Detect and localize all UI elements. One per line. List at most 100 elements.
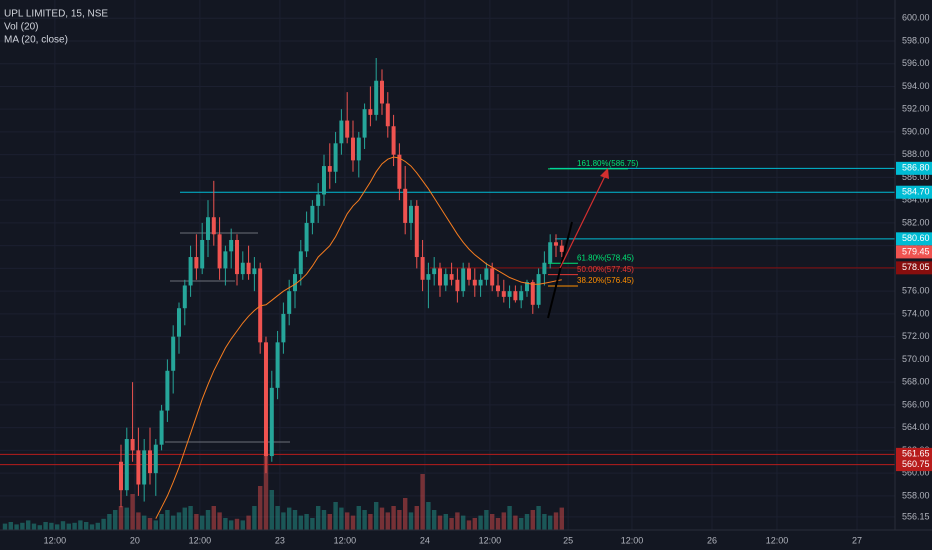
y-tick-label: 556.15	[902, 511, 930, 521]
volume-bar	[182, 507, 187, 530]
volume-bar	[165, 510, 170, 530]
volume-bar	[466, 520, 472, 530]
candle-body	[316, 194, 321, 206]
candle-body	[263, 342, 268, 457]
candle-body	[542, 262, 547, 275]
volume-bar	[524, 514, 530, 530]
x-tick-label: 24	[420, 535, 430, 545]
y-tick-label: 558.00	[902, 490, 930, 500]
x-tick-label: 25	[563, 535, 573, 545]
candle-body	[217, 234, 222, 269]
volume-bar	[478, 515, 483, 530]
volume-bar	[153, 520, 158, 530]
volume-bar	[437, 515, 443, 530]
volume-bar	[141, 515, 147, 530]
arrow-line	[559, 173, 607, 269]
volume-bar	[14, 524, 19, 530]
moving-average	[155, 156, 562, 519]
volume-bar	[246, 515, 251, 530]
volume-bar	[188, 506, 193, 530]
candle-body	[182, 285, 187, 309]
volume-bar	[408, 512, 414, 530]
volume-bar	[449, 518, 454, 530]
volume-bar	[72, 522, 77, 530]
volume-bar	[263, 454, 269, 530]
volume-bar	[507, 506, 512, 530]
volume-bar	[199, 515, 205, 530]
candle-body	[530, 282, 535, 305]
volume-bar	[547, 515, 553, 530]
candle-body	[524, 282, 529, 292]
volume-bar	[252, 506, 257, 530]
volume-bar	[217, 512, 222, 530]
volume-bar	[269, 490, 274, 530]
candle-body	[379, 80, 384, 104]
candle-body	[443, 274, 448, 286]
candle-body	[420, 257, 425, 280]
candle-body	[211, 217, 216, 235]
candle-body	[472, 279, 477, 286]
volume-bar	[518, 518, 524, 530]
candle-body	[513, 291, 518, 301]
candle-body	[304, 222, 309, 252]
volume-bar	[66, 523, 71, 530]
volume-bar	[37, 525, 42, 530]
fib: 161.80%(586.75) 61.80%(578.45) 50.00%(577.…	[548, 159, 639, 287]
axes: 556.15558.00560.00562.00564.00566.00568.…	[44, 13, 932, 545]
price-label: 578.05	[902, 262, 930, 272]
volume-bar	[391, 506, 396, 530]
x-tick-label: 26	[707, 535, 717, 545]
volume-bar	[25, 520, 31, 530]
volume-bar	[559, 507, 564, 530]
volume-bar	[112, 510, 118, 530]
volume-bar	[304, 514, 309, 530]
y-tick-label: 572.00	[902, 331, 930, 341]
candle-body	[466, 268, 471, 280]
candle-body	[205, 217, 210, 240]
volume-bar	[124, 507, 129, 530]
candle-body	[437, 268, 442, 286]
volume-bar	[501, 512, 506, 530]
candle-body	[240, 262, 245, 275]
price-label: 584.70	[902, 187, 930, 197]
candle-body	[298, 251, 303, 275]
chart-title: UPL LIMITED, 15, NSE	[4, 9, 108, 20]
candle-body	[345, 120, 350, 138]
volume-bar	[89, 524, 95, 530]
candle-body	[171, 336, 176, 371]
candle-body	[559, 245, 564, 252]
volume-bar	[339, 507, 344, 530]
candle-body	[229, 239, 234, 252]
y-tick-label: 594.00	[902, 81, 930, 91]
candle-body	[403, 188, 408, 223]
volume-bar	[83, 522, 89, 530]
fib-label: 161.80%(586.75)	[577, 159, 639, 168]
volume-bar	[553, 512, 559, 530]
candle-body	[350, 137, 355, 161]
price-label: 579.45	[902, 246, 930, 256]
candle-body	[153, 444, 158, 474]
volume-bar	[402, 498, 408, 530]
volume-bar	[333, 502, 338, 530]
volume-bar	[397, 510, 402, 530]
volume-bar	[321, 510, 327, 530]
candle-body	[223, 251, 228, 269]
candle-body	[287, 291, 292, 314]
candle-body	[130, 439, 135, 451]
candle-body	[333, 143, 338, 172]
candle-body	[321, 166, 326, 195]
candle-body	[159, 410, 164, 445]
candle-body	[327, 166, 332, 172]
fib-label: 61.80%(578.45)	[577, 253, 634, 262]
y-tick-label: 570.00	[902, 354, 930, 364]
volume-bar	[31, 523, 37, 530]
volume-bar	[420, 474, 425, 530]
candle-body	[147, 450, 152, 474]
volume-bar	[350, 515, 356, 530]
volume-pane	[2, 454, 564, 530]
candle-body	[188, 257, 193, 286]
volume-bar	[257, 486, 263, 530]
candle-body	[281, 313, 286, 343]
volume-bar	[43, 522, 48, 530]
volume-bar	[426, 502, 431, 530]
